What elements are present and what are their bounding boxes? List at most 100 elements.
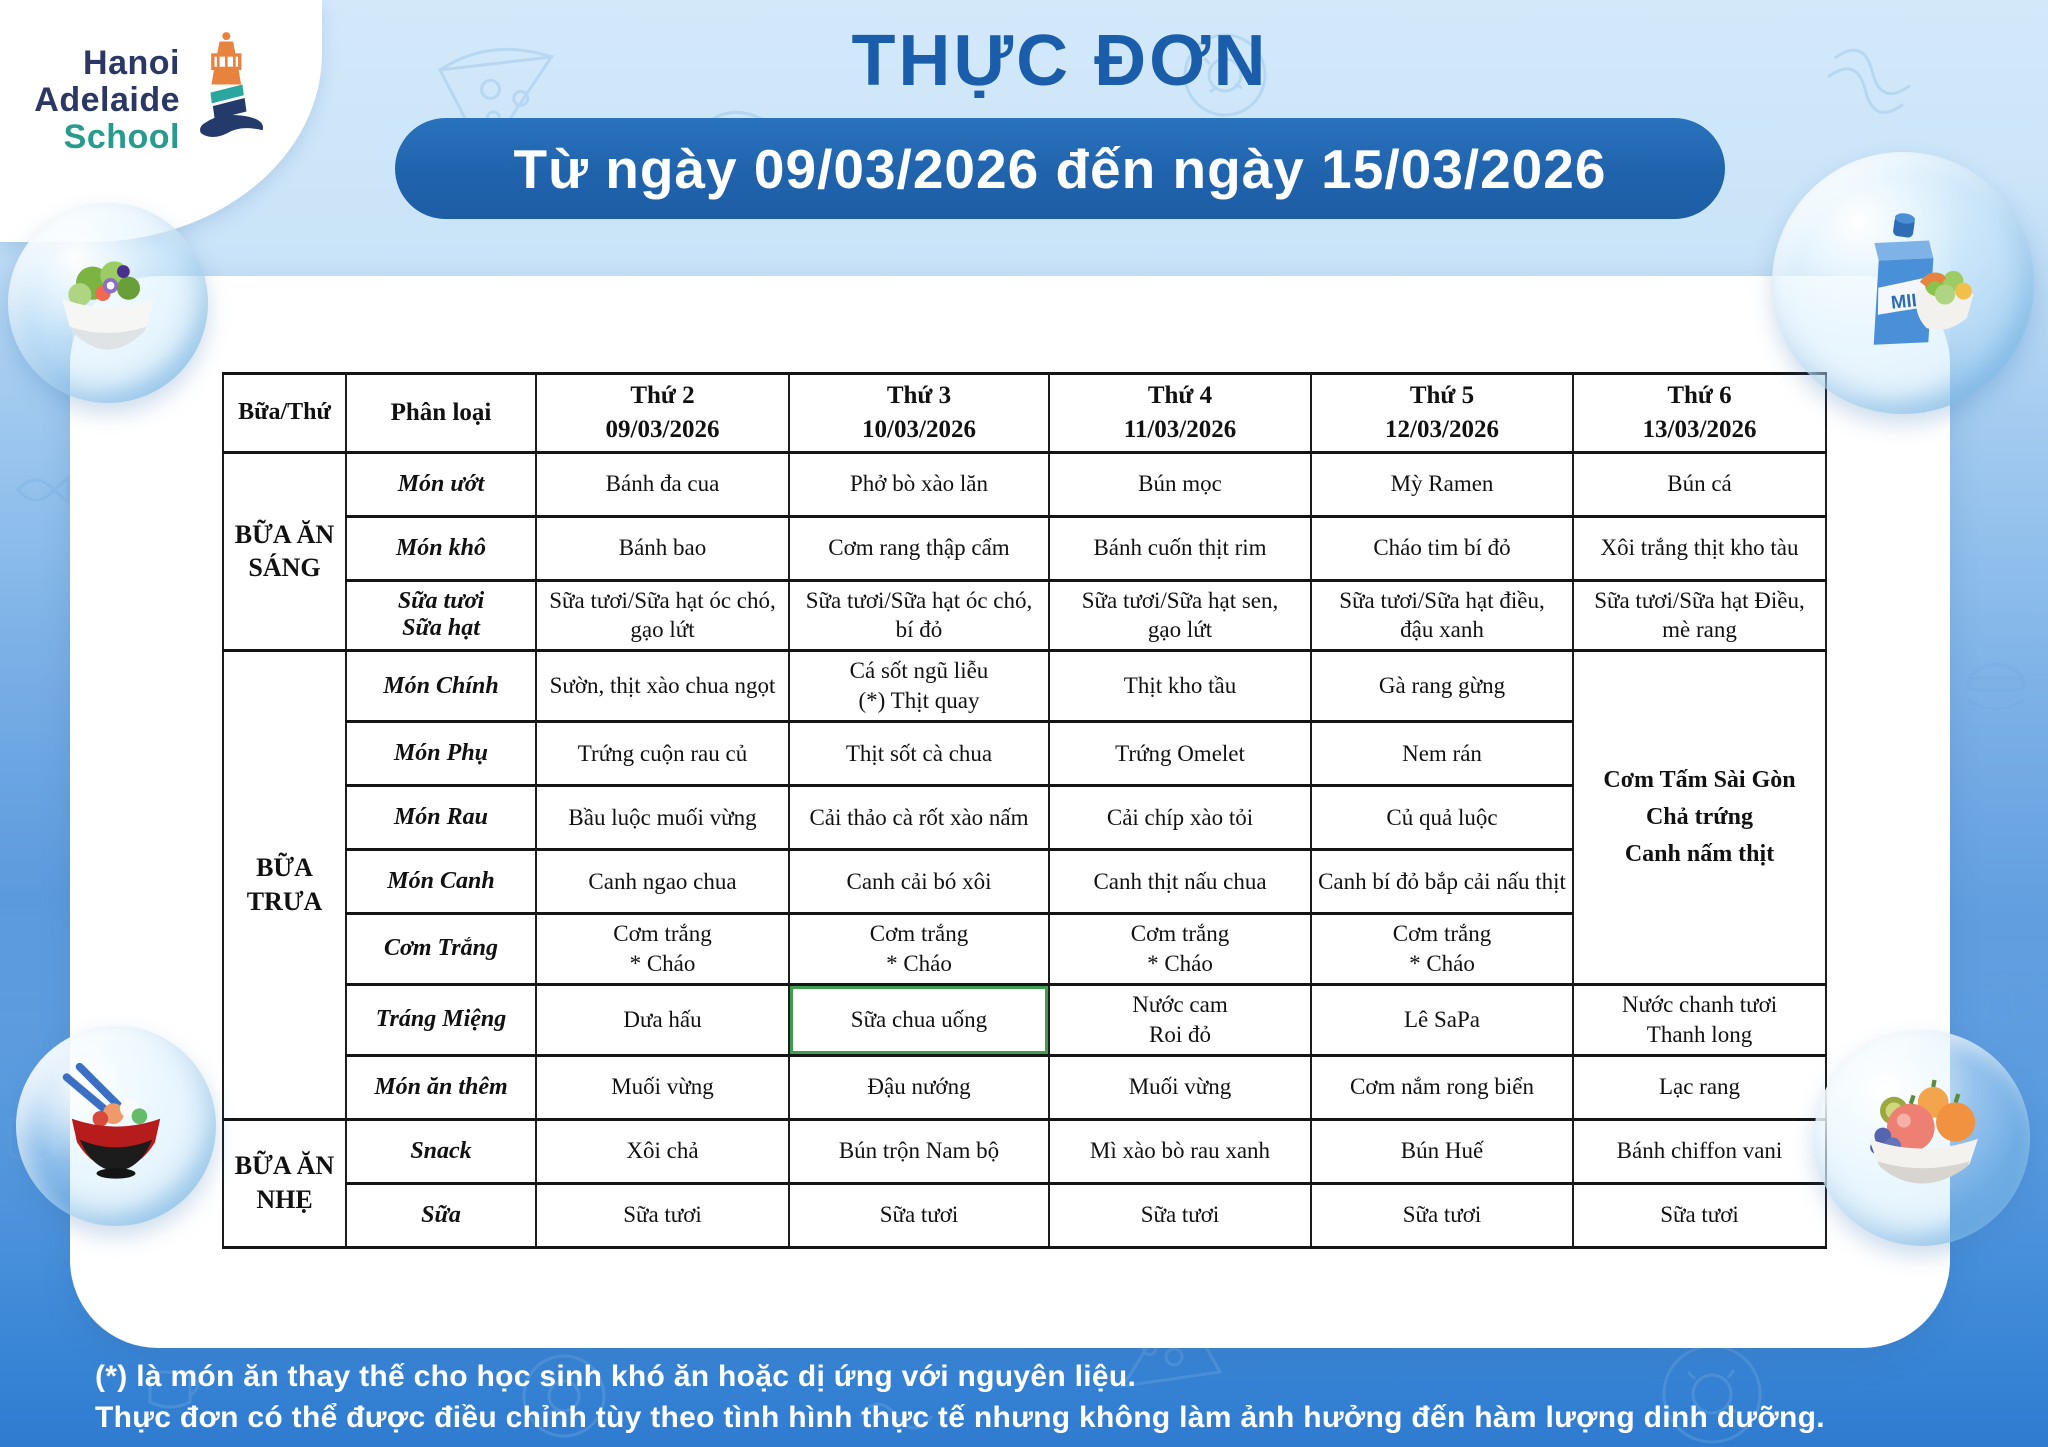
category-header: Phân loại xyxy=(345,372,537,454)
day-header: Thứ 5 12/03/2026 xyxy=(1310,372,1574,454)
table-row: BỮA ĂN SÁNG Món ướt Bánh đa cua Phở bò xào … xyxy=(222,450,1827,653)
decor-bubble-top-right: MILK xyxy=(1772,152,2034,414)
page-title: THỰC ĐƠN xyxy=(851,21,1269,101)
menu-cell: Cơm trắng * Cháo xyxy=(1310,912,1574,986)
menu-cell: Cơm trắng * Cháo xyxy=(788,912,1050,986)
menu-cell: Sữa tươi/Sữa hạt sen, gạo lứt xyxy=(1048,578,1312,653)
table-row: Món Phụ Trứng cuộn rau củ Thịt sốt cà chua… xyxy=(223,720,1826,788)
fruit-bowl-icon xyxy=(1852,1066,1992,1211)
menu-cell: Muối vừng xyxy=(1048,1053,1312,1121)
table-row: Tráng Miệng Dưa hấu Sữa chua uống Nước cam … xyxy=(223,982,1827,1057)
table-row: Món Canh Canh ngao chua Canh cải bó xôi Can… xyxy=(223,848,1826,916)
menu-cell: Cháo tim bí đỏ xyxy=(1310,514,1574,582)
logo-line-adelaide: Adelaide xyxy=(34,81,180,120)
table-row: BỮA ĂN NHẸ Snack Xôi chả Bún trộn Nam bộ Mì … xyxy=(222,1117,1827,1249)
menu-cell: Canh ngao chua xyxy=(535,848,790,916)
menu-cell: Nước cam Roi đỏ xyxy=(1048,982,1312,1057)
decor-bubble-bottom-right xyxy=(1814,1030,2030,1246)
menu-cell: Cơm trắng * Cháo xyxy=(535,912,790,986)
menu-cell: Sữa tươi xyxy=(535,1181,790,1249)
salad-bowl-icon xyxy=(44,237,172,370)
category-label: Món ăn thêm xyxy=(345,1053,537,1121)
category-label: Cơm Trắng xyxy=(345,912,537,986)
day-header: Thứ 6 13/03/2026 xyxy=(1572,372,1827,454)
menu-cell: Mỳ Ramen xyxy=(1310,450,1574,518)
menu-cell: Cơm nắm rong biển xyxy=(1310,1053,1574,1121)
milk-carton-icon: MILK xyxy=(1819,197,1987,370)
decor-bubble-top-left xyxy=(8,203,208,403)
corner-header: Bữa/Thứ xyxy=(222,372,347,454)
menu-cell: Muối vừng xyxy=(535,1053,790,1121)
menu-cell: Bún trộn Nam bộ xyxy=(788,1117,1050,1185)
menu-cell: Cơm trắng * Cháo xyxy=(1048,912,1312,986)
menu-cell: Bánh đa cua xyxy=(535,450,790,518)
menu-cell: Lê SaPa xyxy=(1310,982,1574,1057)
menu-cell: Sườn, thịt xào chua ngọt xyxy=(535,649,790,724)
date-range-text: Từ ngày 09/03/2026 đến ngày 15/03/2026 xyxy=(513,137,1607,200)
table-row: Sữa Sữa tươi Sữa tươi Sữa tươi Sữa tươi Sữa t… xyxy=(223,1181,1827,1249)
category-label: Món Rau xyxy=(345,784,537,852)
footer-notes: (*) là món ăn thay thế cho học sinh khó … xyxy=(95,1356,1825,1438)
menu-cell: Bún mọc xyxy=(1048,450,1312,518)
menu-cell: Sữa tươi/Sữa hạt Điều, mè rang xyxy=(1572,578,1827,653)
menu-cell: Nem rán xyxy=(1310,720,1574,788)
menu-cell: Cá sốt ngũ liễu (*) Thịt quay xyxy=(788,649,1050,724)
menu-cell: Bánh bao xyxy=(535,514,790,582)
menu-cell: Sữa tươi xyxy=(788,1181,1050,1249)
menu-cell: Cải chíp xào tỏi xyxy=(1048,784,1312,852)
category-label: Món Phụ xyxy=(345,720,537,788)
menu-cell: Sữa tươi xyxy=(1310,1181,1574,1249)
menu-cell: Thịt sốt cà chua xyxy=(788,720,1050,788)
menu-cell: Đậu nướng xyxy=(788,1053,1050,1121)
menu-cell: Củ quả luộc xyxy=(1310,784,1574,852)
menu-cell: Canh thịt nấu chua xyxy=(1048,848,1312,916)
category-label: Snack xyxy=(345,1117,537,1185)
school-logo: Hanoi Adelaide School xyxy=(30,30,268,171)
footer-note-line1: (*) là món ăn thay thế cho học sinh khó … xyxy=(95,1360,1137,1393)
table-row: Món khô Bánh bao Cơm rang thập cẩm Bánh cuố… xyxy=(223,514,1827,582)
meal-group-label: BỮA TRƯA xyxy=(222,649,347,1121)
category-label: Món Chính xyxy=(345,649,537,724)
menu-cell: Sữa tươi xyxy=(1572,1181,1827,1249)
menu-cell: Canh bí đỏ bắp cải nấu thịt xyxy=(1310,848,1574,916)
day-header: Thứ 4 11/03/2026 xyxy=(1048,372,1312,454)
table-row: Món ăn thêm Muối vừng Đậu nướng Muối vừng Cơ… xyxy=(223,1053,1827,1121)
menu-cell: Sữa tươi/Sữa hạt điều, đậu xanh xyxy=(1310,578,1574,653)
menu-cell: Bún cá xyxy=(1572,450,1827,518)
category-label: Tráng Miệng xyxy=(345,982,537,1057)
logo-text: Hanoi Adelaide School xyxy=(30,45,180,155)
highlighted-menu-cell: Sữa chua uống xyxy=(788,982,1050,1057)
menu-cell: Phở bò xào lăn xyxy=(788,450,1050,518)
meal-group-label: BỮA ĂN SÁNG xyxy=(222,450,347,653)
category-label: Món khô xyxy=(345,514,537,582)
menu-cell: Sữa tươi/Sữa hạt óc chó, gạo lứt xyxy=(535,578,790,653)
day-header: Thứ 2 09/03/2026 xyxy=(535,372,790,454)
menu-cell: Trứng Omelet xyxy=(1048,720,1312,788)
menu-cell: Xôi chả xyxy=(535,1117,790,1185)
table-row: Món Rau Bầu luộc muối vừng Cải thảo cà rốt… xyxy=(223,784,1826,852)
menu-cell: Bún Huế xyxy=(1310,1117,1574,1185)
table-row: Cơm Trắng Cơm trắng * Cháo Cơm trắng * Chá… xyxy=(223,912,1826,986)
meal-group-label: BỮA ĂN NHẸ xyxy=(222,1117,347,1249)
footer-note-line2: Thực đơn có thể được điều chỉnh tùy theo… xyxy=(95,1401,1825,1434)
date-range-banner: Từ ngày 09/03/2026 đến ngày 15/03/2026 xyxy=(395,118,1725,219)
decor-bubble-bottom-left xyxy=(16,1026,216,1226)
noodle-bowl-icon xyxy=(51,1059,181,1194)
menu-cell: Trứng cuộn rau củ xyxy=(535,720,790,788)
menu-cell: Lạc rang xyxy=(1572,1053,1827,1121)
logo-line-hanoi: Hanoi xyxy=(83,44,180,83)
menu-cell: Sữa tươi xyxy=(1048,1181,1312,1249)
category-label: Món ướt xyxy=(345,450,537,518)
menu-cell: Gà rang gừng xyxy=(1310,649,1574,724)
menu-cell: Sữa tươi/Sữa hạt óc chó, bí đỏ xyxy=(788,578,1050,653)
menu-cell: Canh cải bó xôi xyxy=(788,848,1050,916)
menu-cell: Cải thảo cà rốt xào nấm xyxy=(788,784,1050,852)
category-label: Sữa tươi Sữa hạt xyxy=(345,578,537,653)
menu-cell: Dưa hấu xyxy=(535,982,790,1057)
category-label: Món Canh xyxy=(345,848,537,916)
